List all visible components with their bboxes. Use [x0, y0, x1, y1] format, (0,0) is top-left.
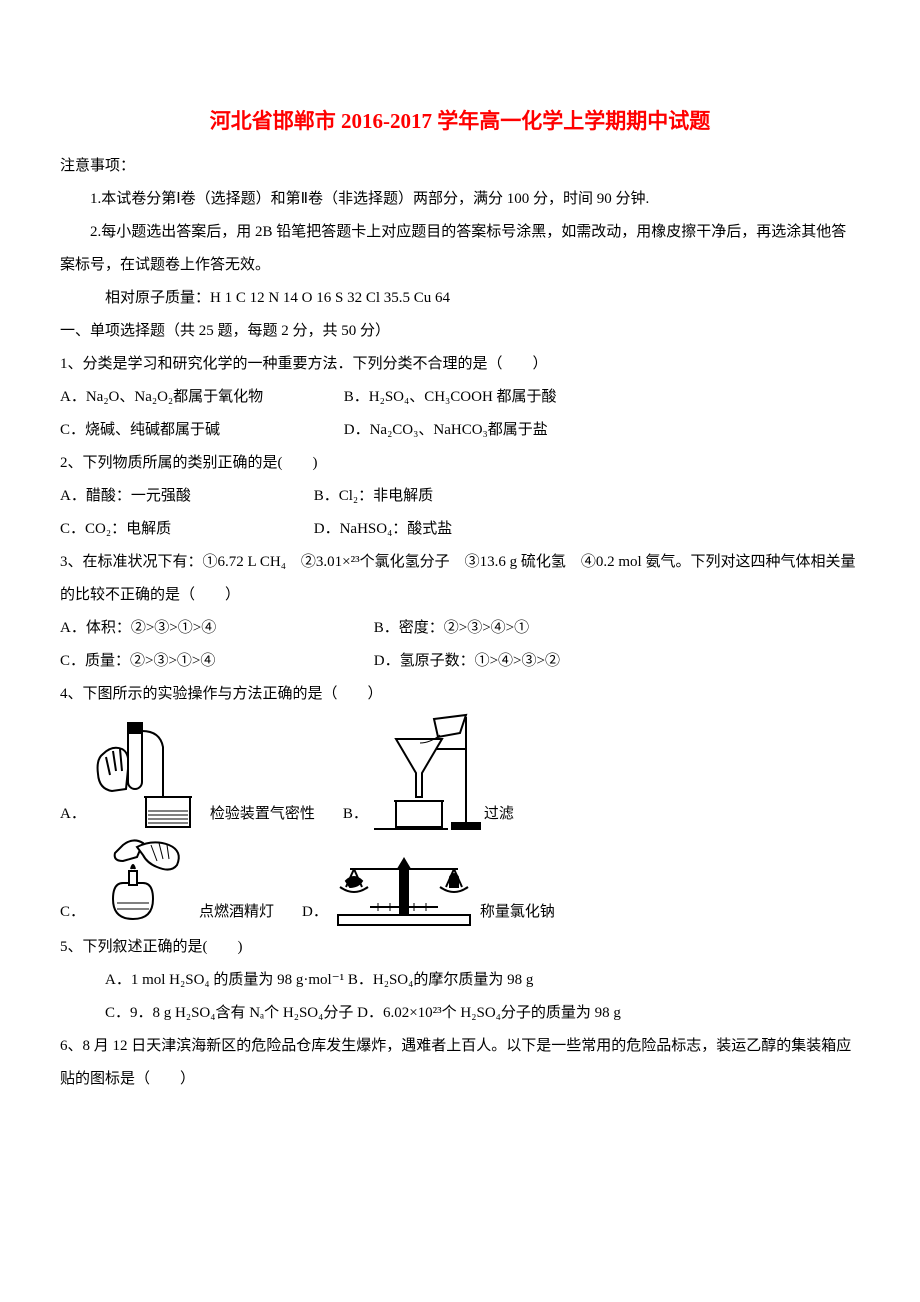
q4-options-row2: C．: [60, 833, 860, 929]
q3-option-a: A．体积：②>③>①>④: [60, 612, 370, 645]
q3-stem: 3、在标准状况下有：①6.72 L CH₄ ②3.01×²³个氯化氢分子 ③13…: [60, 546, 860, 612]
q1-stem: 1、分类是学习和研究化学的一种重要方法．下列分类不合理的是（ ）: [60, 348, 860, 381]
q1-option-d: D．Na₂CO₃、NaHCO₃都属于盐: [344, 414, 548, 447]
q1-option-c: C．烧碱、纯碱都属于碱: [60, 414, 340, 447]
q1-options-row2: C．烧碱、纯碱都属于碱 D．Na₂CO₃、NaHCO₃都属于盐: [60, 414, 860, 447]
q5-options-row1: A．1 mol H₂SO₄ 的质量为 98 g·mol⁻¹ B．H₂SO₄的摩尔…: [60, 964, 860, 997]
q2-stem: 2、下列物质所属的类别正确的是( ): [60, 447, 860, 480]
q2-option-c: C．CO₂：电解质: [60, 513, 310, 546]
q5-options-row2: C．9．8 g H₂SO₄含有 Nₐ个 H₂SO₄分子 D．6.02×10²³个…: [60, 997, 860, 1030]
section-1-heading: 一、单项选择题（共 25 题，每题 2 分，共 50 分）: [60, 315, 860, 348]
q4-b-label-before: B．: [343, 798, 368, 831]
q3-option-c: C．质量：②>③>①>④: [60, 645, 370, 678]
q4-c-label-after: 点燃酒精灯: [199, 896, 274, 929]
q3-options-row2: C．质量：②>③>①>④ D．氢原子数：①>④>③>②: [60, 645, 860, 678]
q4-option-c: C．: [60, 833, 274, 929]
q5-option-c: C．9．8 g H₂SO₄含有 Nₐ个 H₂SO₄分子: [105, 1005, 353, 1021]
q3-options-row1: A．体积：②>③>①>④ B．密度：②>③>④>①: [60, 612, 860, 645]
q2-options-row2: C．CO₂：电解质 D．NaHSO₄：酸式盐: [60, 513, 860, 546]
q2-options-row1: A．醋酸：一元强酸 B．Cl₂：非电解质: [60, 480, 860, 513]
page-title: 河北省邯郸市 2016-2017 学年高一化学上学期期中试题: [60, 98, 860, 144]
q1-option-a: A．Na₂O、Na₂O₂都属于氧化物: [60, 381, 340, 414]
q4-option-a: A．: [60, 719, 315, 831]
q4-stem: 4、下图所示的实验操作与方法正确的是（ ）: [60, 678, 860, 711]
q4-a-label-before: A．: [60, 798, 86, 831]
q4-b-label-after: 过滤: [484, 798, 514, 831]
q4-b-diagram: [370, 713, 482, 831]
q3-option-d: D．氢原子数：①>④>③>②: [374, 645, 560, 678]
q1-option-b: B．H₂SO₄、CH₃COOH 都属于酸: [344, 381, 557, 414]
notice-1: 1.本试卷分第Ⅰ卷（选择题）和第Ⅱ卷（非选择题）两部分，满分 100 分，时间 …: [60, 183, 860, 216]
q4-c-label-before: C．: [60, 896, 85, 929]
q4-d-label-before: D．: [302, 896, 328, 929]
q4-a-diagram: [88, 719, 208, 831]
q2-option-d: D．NaHSO₄：酸式盐: [314, 513, 453, 546]
q5-stem: 5、下列叙述正确的是( ): [60, 931, 860, 964]
q5-option-d: D．6.02×10²³个 H₂SO₄分子的质量为 98 g: [357, 1005, 621, 1021]
q4-option-d: D．: [302, 837, 555, 929]
q3-option-b: B．密度：②>③>④>①: [374, 612, 529, 645]
q6-stem: 6、8 月 12 日天津滨海新区的危险品仓库发生爆炸，遇难者上百人。以下是一些常…: [60, 1030, 860, 1096]
notice-2: 2.每小题选出答案后，用 2B 铅笔把答题卡上对应题目的答案标号涂黑，如需改动，…: [60, 216, 860, 282]
q5-option-a: A．1 mol H₂SO₄ 的质量为 98 g·mol⁻¹: [105, 972, 344, 988]
q4-a-label-after: 检验装置气密性: [210, 798, 315, 831]
notice-header: 注意事项：: [60, 150, 860, 183]
q2-option-b: B．Cl₂：非电解质: [314, 480, 433, 513]
atomic-mass: 相对原子质量：H 1 C 12 N 14 O 16 S 32 Cl 35.5 C…: [60, 282, 860, 315]
q4-options-row1: A．: [60, 713, 860, 831]
q2-option-a: A．醋酸：一元强酸: [60, 480, 310, 513]
q4-option-b: B．: [343, 713, 514, 831]
q4-c-diagram: [87, 833, 197, 929]
q4-d-diagram: [330, 837, 478, 929]
q1-options-row1: A．Na₂O、Na₂O₂都属于氧化物 B．H₂SO₄、CH₃COOH 都属于酸: [60, 381, 860, 414]
q5-option-b: B．H₂SO₄的摩尔质量为 98 g: [348, 972, 533, 988]
q4-d-label-after: 称量氯化钠: [480, 896, 555, 929]
